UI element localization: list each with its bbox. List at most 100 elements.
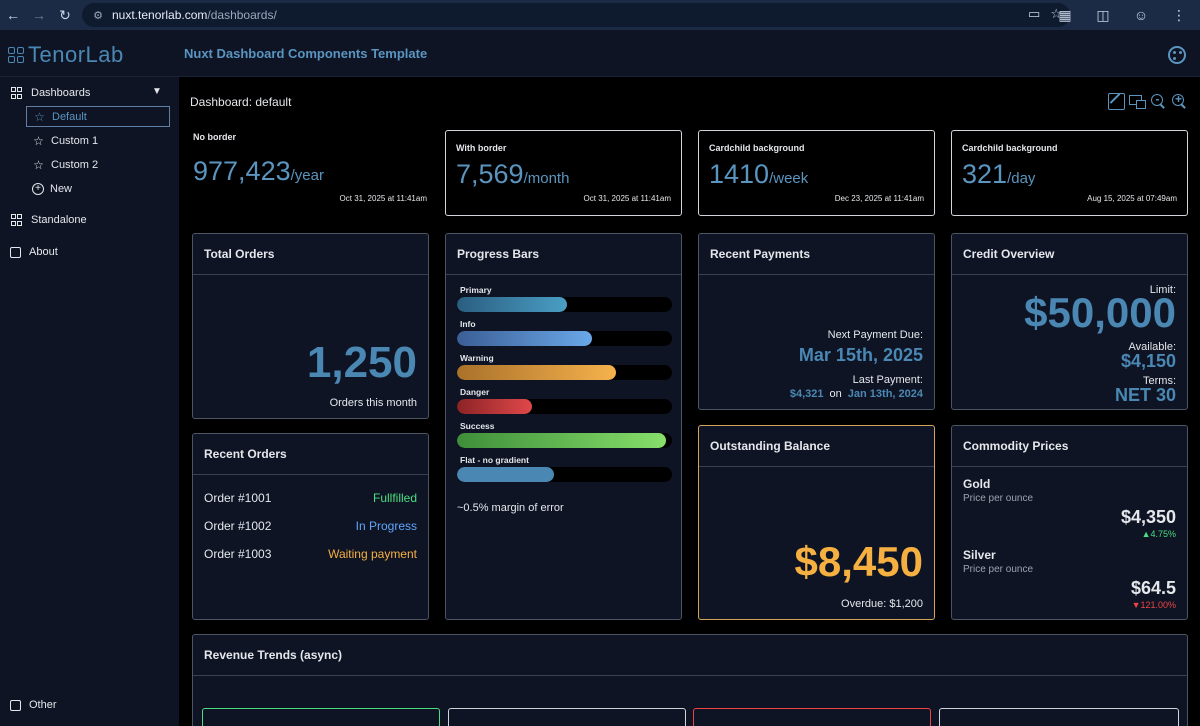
total-orders-card: Total Orders 1,250 Orders this month xyxy=(192,233,429,419)
star-icon: ☆ xyxy=(34,109,45,124)
commodity-change-down: ▼121.00% xyxy=(1131,600,1176,610)
card-title: Total Orders xyxy=(193,234,428,275)
other-square-icon xyxy=(10,699,21,711)
card-title: Recent Payments xyxy=(699,234,934,275)
forward-icon[interactable]: → xyxy=(32,7,46,23)
sidebar-item-standalone[interactable]: Standalone xyxy=(10,213,87,226)
progress-label: Success xyxy=(460,421,495,431)
revenue-subcard-3 xyxy=(693,708,931,726)
address-bar[interactable]: ⚙ nuxt.tenorlab.com/dashboards/ ▭ ☆ xyxy=(82,3,1070,27)
logo[interactable]: TenorLab xyxy=(8,42,124,68)
app-title: Nuxt Dashboard Components Template xyxy=(184,46,428,61)
cast-icon[interactable]: ▭ xyxy=(1028,6,1041,21)
stat-card-cardchild-week: Cardchild background 1410/week Dec 23, 2… xyxy=(698,130,935,216)
stat-value: 321/day xyxy=(962,159,1036,189)
commodity-name: Silver xyxy=(963,548,996,562)
progress-fill-primary xyxy=(457,297,567,312)
commodity-price: $64.5 xyxy=(1130,578,1176,598)
revenue-subcard-1 xyxy=(202,708,440,726)
dashboard-toolbar: - + xyxy=(1108,92,1188,110)
star-icon: ☆ xyxy=(33,133,44,148)
sidebar-item-label: Dashboards xyxy=(31,86,91,99)
add-circle-icon: + xyxy=(32,182,44,195)
progress-label: Warning xyxy=(460,353,494,363)
sidebar-item-custom-2[interactable]: ☆ Custom 2 xyxy=(26,154,170,175)
site-info-icon[interactable]: ⚙ xyxy=(93,9,103,22)
stat-value: 1410/week xyxy=(709,159,809,189)
devices-icon[interactable] xyxy=(1129,93,1146,110)
progress-track-warning xyxy=(457,365,672,380)
progress-fill-info xyxy=(457,331,593,346)
recent-orders-card: Recent Orders Order #1001 Fullfilled Ord… xyxy=(192,433,429,620)
sidebar-item-label: About xyxy=(29,246,58,258)
card-title: Recent Orders xyxy=(193,434,428,475)
order-id: Order #1003 xyxy=(204,547,272,561)
progress-footer: ~0.5% margin of error xyxy=(457,502,564,514)
table-row[interactable]: Order #1002 In Progress xyxy=(204,519,417,533)
about-square-icon xyxy=(10,246,21,258)
revenue-subcard-2 xyxy=(448,708,686,726)
commodity-sub: Price per ounce xyxy=(963,493,1034,504)
stat-card-with-border: With border 7,569/month Oct 31, 2025 at … xyxy=(445,130,682,216)
credit-limit-label: Limit: xyxy=(1149,284,1176,296)
last-payment-label: Last Payment: xyxy=(852,374,923,386)
chevron-down-icon[interactable]: ▼ xyxy=(152,86,162,97)
credit-terms-value: NET 30 xyxy=(1114,385,1176,405)
sidebar-item-custom-1[interactable]: ☆ Custom 1 xyxy=(26,130,170,151)
theme-palette-icon[interactable] xyxy=(1168,46,1186,64)
back-icon[interactable]: ← xyxy=(6,7,20,23)
last-payment-amount: $4,321 xyxy=(789,388,824,400)
stat-label: Cardchild background xyxy=(962,143,1058,153)
logo-text: TenorLab xyxy=(28,42,124,67)
zoom-out-icon[interactable]: - xyxy=(1150,92,1167,110)
more-menu-icon[interactable]: ⋮ xyxy=(1172,6,1186,23)
progress-fill-success xyxy=(457,433,666,448)
commodity-sub: Price per ounce xyxy=(963,564,1034,575)
progress-track-primary xyxy=(457,297,672,312)
stat-timestamp: Aug 15, 2025 at 07:49am xyxy=(1087,194,1177,203)
sidebar-item-other[interactable]: Other xyxy=(10,699,57,711)
sidebar-item-new[interactable]: + New xyxy=(26,178,170,199)
commodity-change-up: ▲4.75% xyxy=(1141,529,1176,539)
stat-label: No border xyxy=(193,132,237,142)
credit-overview-card: Credit Overview Limit: $50,000 Available… xyxy=(951,233,1188,410)
next-payment-label: Next Payment Due: xyxy=(827,329,923,341)
sidebar-item-default[interactable]: ☆ Default xyxy=(26,106,170,127)
reload-icon[interactable]: ↻ xyxy=(59,6,71,23)
card-title: Revenue Trends (async) xyxy=(193,635,1187,676)
url-text: nuxt.tenorlab.com/dashboards/ xyxy=(112,8,277,22)
edit-icon[interactable] xyxy=(1108,93,1125,110)
stat-timestamp: Oct 31, 2025 at 11:41am xyxy=(339,194,427,203)
sidebar-item-label: Standalone xyxy=(31,213,87,226)
stat-timestamp: Oct 31, 2025 at 11:41am xyxy=(583,194,671,203)
app-header: TenorLab Nuxt Dashboard Components Templ… xyxy=(0,30,1200,77)
sidebar-item-label: Custom 1 xyxy=(51,134,99,147)
sidebar-item-about[interactable]: About xyxy=(10,246,58,258)
progress-label: Danger xyxy=(460,387,490,397)
dashboard-grid-icon xyxy=(10,86,23,99)
progress-track-success xyxy=(457,433,672,448)
credit-terms-label: Terms: xyxy=(1143,375,1176,387)
table-row[interactable]: Order #1003 Waiting payment xyxy=(204,547,417,561)
card-title: Progress Bars xyxy=(446,234,681,275)
bookmark-star-icon[interactable]: ☆ xyxy=(1050,6,1062,21)
progress-bars-card: Progress Bars Primary Info Warning Dange… xyxy=(445,233,682,620)
commodity-name: Gold xyxy=(963,477,991,491)
profile-icon[interactable]: ☺ xyxy=(1133,7,1149,23)
extensions-icon[interactable]: ▦ xyxy=(1058,6,1072,23)
recent-payments-card: Recent Payments Next Payment Due: Mar 15… xyxy=(698,233,935,410)
zoom-in-icon[interactable]: + xyxy=(1171,92,1188,110)
outstanding-balance-card: Outstanding Balance $8,450 Overdue: $1,2… xyxy=(698,425,935,620)
logo-icon xyxy=(8,47,24,63)
split-view-icon[interactable]: ◫ xyxy=(1096,6,1110,23)
status-badge: Waiting payment xyxy=(328,547,417,561)
sidebar-item-dashboards[interactable]: Dashboards xyxy=(10,86,90,99)
browser-toolbar: ← → ↻ ⚙ nuxt.tenorlab.com/dashboards/ ▭ … xyxy=(0,0,1200,30)
table-row[interactable]: Order #1001 Fullfilled xyxy=(204,491,417,505)
page-title: Dashboard: default xyxy=(190,95,292,109)
credit-available-value: $4,150 xyxy=(1120,351,1176,371)
commodity-price: $4,350 xyxy=(1120,507,1176,527)
total-orders-caption: Orders this month xyxy=(329,397,417,409)
progress-track-info xyxy=(457,331,672,346)
progress-label: Primary xyxy=(460,285,492,295)
